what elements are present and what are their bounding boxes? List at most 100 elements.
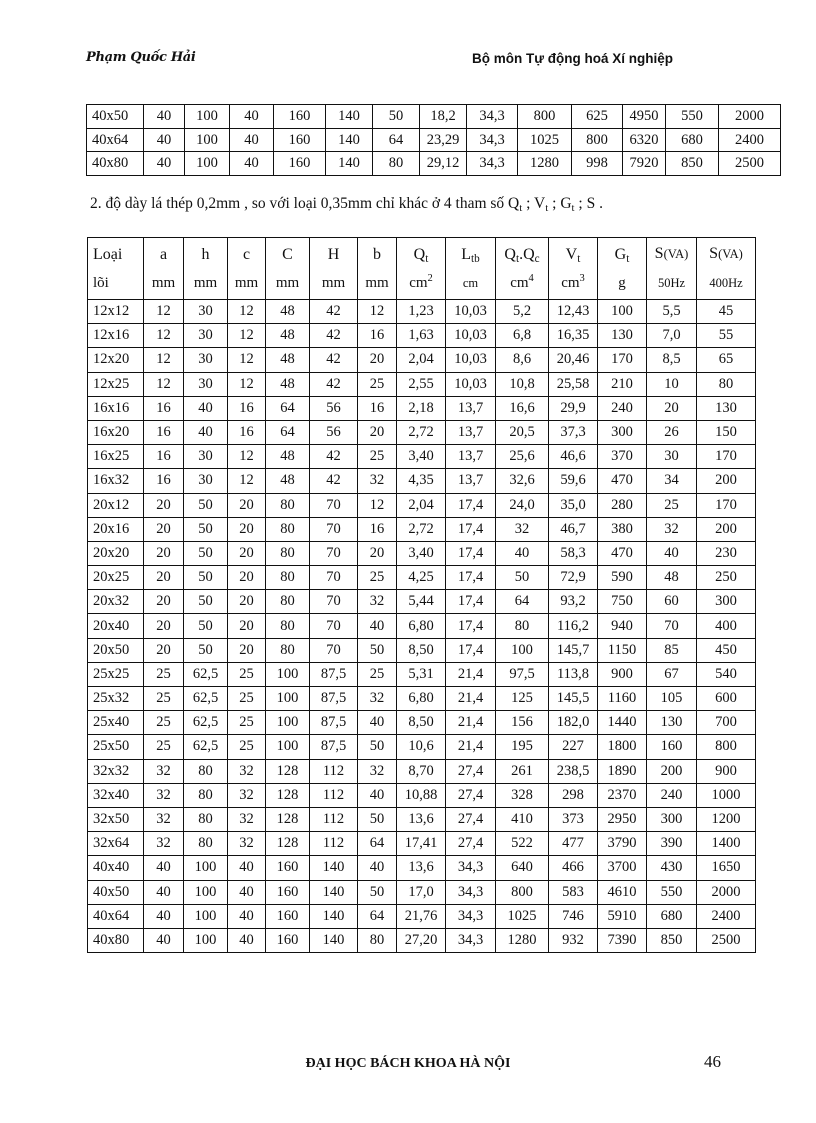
table-cell: 5,44 bbox=[396, 589, 446, 615]
table-cell: 932 bbox=[548, 927, 598, 954]
table-cell: 4610 bbox=[597, 879, 647, 905]
table-cell: 3,40 bbox=[396, 444, 446, 470]
header-unit: mm bbox=[267, 269, 309, 298]
table-cell: 17,41 bbox=[396, 831, 446, 857]
table-cell: 40 bbox=[143, 927, 184, 954]
table-cell: 34,3 bbox=[445, 879, 496, 905]
table-cell: 25 bbox=[357, 444, 397, 470]
footer-institution: ĐẠI HỌC BÁCH KHOA HÀ NỘI bbox=[305, 1056, 511, 1071]
table-cell: 34,3 bbox=[445, 903, 496, 929]
core-type-cell: 20x50 bbox=[87, 637, 144, 663]
header-label: S(VA) bbox=[698, 239, 755, 269]
core-type-cell: 25x40 bbox=[87, 710, 144, 736]
table-cell: 32 bbox=[143, 831, 184, 857]
table-row: 40x80 40 100 40 160 140 80 29,12 34,3 1280 998 7920… bbox=[86, 151, 781, 177]
table-cell: 20 bbox=[227, 637, 266, 663]
table-cell: 20 bbox=[143, 540, 184, 567]
table-cell: 13,7 bbox=[445, 444, 496, 470]
table-cell: 25 bbox=[227, 685, 266, 712]
column-header: Loại lõi bbox=[87, 237, 144, 300]
table-cell: 156 bbox=[495, 710, 549, 736]
table-cell: 62,5 bbox=[183, 710, 228, 736]
table-cell: 1440 bbox=[597, 710, 647, 736]
table-cell: 80 bbox=[265, 637, 310, 663]
table-cell: 34 bbox=[646, 468, 697, 494]
table-cell: 160 bbox=[265, 879, 310, 905]
table-cell: 8,50 bbox=[396, 637, 446, 663]
table-cell: 80 bbox=[183, 782, 228, 808]
table-cell: 800 bbox=[517, 104, 572, 129]
table-cell: 13,7 bbox=[445, 419, 496, 446]
table-cell: 80 bbox=[183, 831, 228, 857]
table-cell: 100 bbox=[183, 879, 228, 905]
table-cell: 6320 bbox=[622, 127, 666, 153]
table-cell: 87,5 bbox=[309, 661, 358, 688]
table-cell: 640 bbox=[495, 855, 549, 881]
column-header: Ltb cm bbox=[445, 237, 496, 300]
table-cell: 940 bbox=[597, 613, 647, 639]
table-cell: 30 bbox=[183, 323, 228, 349]
table-cell: 800 bbox=[571, 127, 623, 153]
table-cell: 48 bbox=[265, 468, 310, 494]
table-cell: 1000 bbox=[696, 782, 756, 808]
text-segment: t bbox=[545, 202, 549, 214]
header-unit: cm2 bbox=[398, 269, 445, 298]
table-cell: 50 bbox=[357, 879, 397, 905]
table-cell: 17,4 bbox=[445, 589, 496, 615]
table-cell: 12 bbox=[357, 298, 397, 325]
header-unit: mm bbox=[359, 269, 396, 298]
column-header: Vt cm3 bbox=[548, 237, 598, 300]
text-segment: S bbox=[654, 245, 664, 262]
column-header: c mm bbox=[227, 237, 266, 300]
table-cell: 7920 bbox=[622, 151, 666, 177]
table-cell: 25 bbox=[143, 734, 184, 760]
table-cell: 32 bbox=[227, 782, 266, 808]
table-cell: 12 bbox=[143, 323, 184, 349]
table-cell: 42 bbox=[309, 444, 358, 470]
header-unit: g bbox=[599, 269, 646, 298]
table-cell: 100 bbox=[597, 298, 647, 325]
table-cell: 20 bbox=[143, 589, 184, 615]
core-type-cell: 16x20 bbox=[87, 419, 144, 446]
text-segment: (VA) bbox=[718, 247, 743, 261]
table-cell: 40 bbox=[357, 710, 397, 736]
table-cell: 625 bbox=[571, 104, 623, 129]
table-cell: 21,4 bbox=[445, 685, 496, 712]
table-cell: 10 bbox=[646, 371, 697, 397]
table-cell: 32 bbox=[357, 758, 397, 784]
table-cell: 540 bbox=[696, 661, 756, 688]
text-segment: cm bbox=[510, 274, 529, 291]
table-cell: 25 bbox=[646, 492, 697, 518]
table-cell: 130 bbox=[597, 323, 647, 349]
header-label: Qt bbox=[398, 240, 445, 269]
table-cell: 42 bbox=[309, 468, 358, 494]
table-cell: 150 bbox=[696, 419, 756, 446]
table-cell: 32 bbox=[227, 758, 266, 784]
text-segment: G bbox=[614, 245, 627, 263]
table-cell: 80 bbox=[183, 806, 228, 833]
table-cell: 20,46 bbox=[548, 347, 598, 373]
table-cell: 42 bbox=[309, 347, 358, 373]
table-cell: 12 bbox=[143, 371, 184, 397]
table-cell: 58,3 bbox=[548, 540, 598, 567]
table-row: 20x12 20 50 20 80 70 12 2,04 17,4 24,0 35,0 280 25 17… bbox=[87, 492, 756, 518]
table-cell: 25 bbox=[227, 734, 266, 760]
header-unit: mm bbox=[311, 269, 357, 298]
table-cell: 100 bbox=[495, 637, 549, 663]
table-cell: 2,72 bbox=[396, 419, 446, 446]
table-cell: 750 bbox=[597, 589, 647, 615]
core-type-cell: 12x12 bbox=[87, 298, 144, 325]
table-cell: 100 bbox=[183, 855, 228, 881]
core-type-cell: 12x25 bbox=[87, 371, 144, 397]
table-cell: 64 bbox=[357, 903, 397, 929]
table-cell: 130 bbox=[646, 710, 697, 736]
table-cell: 62,5 bbox=[183, 685, 228, 712]
table-cell: 2400 bbox=[718, 127, 781, 153]
core-type-cell: 40x50 bbox=[87, 879, 144, 905]
table-row: 20x40 20 50 20 80 70 40 6,80 17,4 80 116,2 940 70 400 bbox=[87, 613, 756, 639]
text-segment: cm bbox=[409, 274, 428, 291]
text-segment: C bbox=[282, 245, 293, 263]
table-cell: 50 bbox=[357, 806, 397, 833]
table-cell: 80 bbox=[696, 371, 756, 397]
table-cell: 470 bbox=[597, 468, 647, 494]
